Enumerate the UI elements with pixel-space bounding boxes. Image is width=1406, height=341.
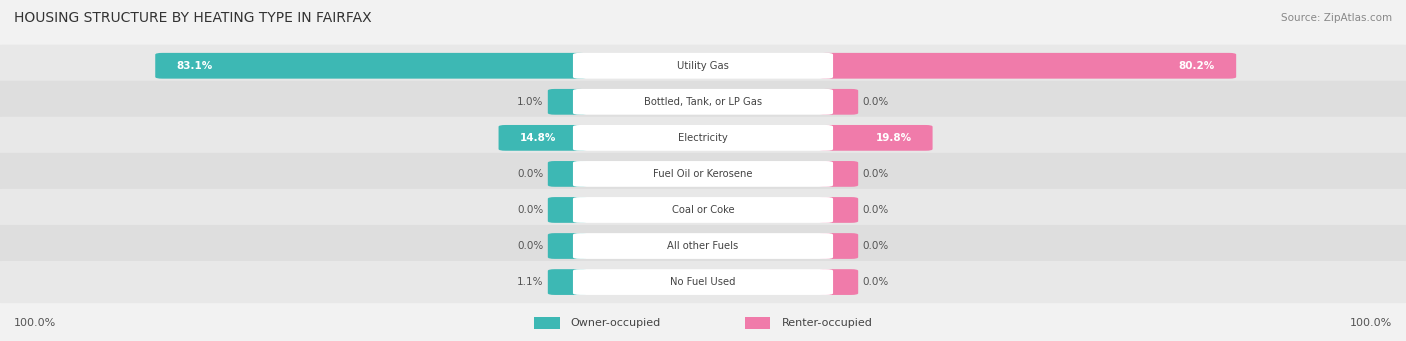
Text: 1.1%: 1.1% <box>517 277 544 287</box>
Text: 0.0%: 0.0% <box>517 205 544 215</box>
Text: 83.1%: 83.1% <box>176 61 212 71</box>
Text: Coal or Coke: Coal or Coke <box>672 205 734 215</box>
Text: All other Fuels: All other Fuels <box>668 241 738 251</box>
FancyBboxPatch shape <box>0 225 1406 267</box>
Text: Fuel Oil or Kerosene: Fuel Oil or Kerosene <box>654 169 752 179</box>
FancyBboxPatch shape <box>0 117 1406 159</box>
FancyBboxPatch shape <box>818 161 858 187</box>
FancyBboxPatch shape <box>0 261 1406 303</box>
FancyBboxPatch shape <box>0 81 1406 123</box>
FancyBboxPatch shape <box>818 125 932 151</box>
FancyBboxPatch shape <box>548 197 586 223</box>
Text: 0.0%: 0.0% <box>862 205 889 215</box>
Text: 0.0%: 0.0% <box>517 241 544 251</box>
FancyBboxPatch shape <box>155 53 586 79</box>
FancyBboxPatch shape <box>574 125 832 151</box>
Text: 0.0%: 0.0% <box>517 169 544 179</box>
Text: 100.0%: 100.0% <box>1350 317 1392 328</box>
Text: Bottled, Tank, or LP Gas: Bottled, Tank, or LP Gas <box>644 97 762 107</box>
FancyBboxPatch shape <box>548 233 586 259</box>
FancyBboxPatch shape <box>0 189 1406 231</box>
Text: 1.0%: 1.0% <box>517 97 544 107</box>
Text: Electricity: Electricity <box>678 133 728 143</box>
FancyBboxPatch shape <box>574 161 832 187</box>
Text: 80.2%: 80.2% <box>1178 61 1215 71</box>
FancyBboxPatch shape <box>574 197 832 223</box>
FancyBboxPatch shape <box>574 233 832 259</box>
FancyBboxPatch shape <box>574 89 832 115</box>
Text: 0.0%: 0.0% <box>862 97 889 107</box>
Text: 0.0%: 0.0% <box>862 277 889 287</box>
Text: No Fuel Used: No Fuel Used <box>671 277 735 287</box>
Text: Renter-occupied: Renter-occupied <box>782 317 873 328</box>
Text: HOUSING STRUCTURE BY HEATING TYPE IN FAIRFAX: HOUSING STRUCTURE BY HEATING TYPE IN FAI… <box>14 11 371 25</box>
FancyBboxPatch shape <box>0 45 1406 87</box>
FancyBboxPatch shape <box>818 269 858 295</box>
Text: 14.8%: 14.8% <box>520 133 555 143</box>
FancyBboxPatch shape <box>0 153 1406 195</box>
FancyBboxPatch shape <box>499 125 586 151</box>
FancyBboxPatch shape <box>574 269 832 295</box>
Text: 100.0%: 100.0% <box>14 317 56 328</box>
Text: Source: ZipAtlas.com: Source: ZipAtlas.com <box>1281 13 1392 23</box>
FancyBboxPatch shape <box>534 316 560 329</box>
FancyBboxPatch shape <box>818 53 1236 79</box>
FancyBboxPatch shape <box>818 197 858 223</box>
Text: Owner-occupied: Owner-occupied <box>571 317 661 328</box>
FancyBboxPatch shape <box>548 161 586 187</box>
Text: 0.0%: 0.0% <box>862 169 889 179</box>
FancyBboxPatch shape <box>548 269 586 295</box>
Text: 0.0%: 0.0% <box>862 241 889 251</box>
FancyBboxPatch shape <box>818 89 858 115</box>
Text: Utility Gas: Utility Gas <box>678 61 728 71</box>
Text: 19.8%: 19.8% <box>876 133 911 143</box>
FancyBboxPatch shape <box>818 233 858 259</box>
FancyBboxPatch shape <box>574 53 832 79</box>
FancyBboxPatch shape <box>548 89 586 115</box>
FancyBboxPatch shape <box>745 316 770 329</box>
